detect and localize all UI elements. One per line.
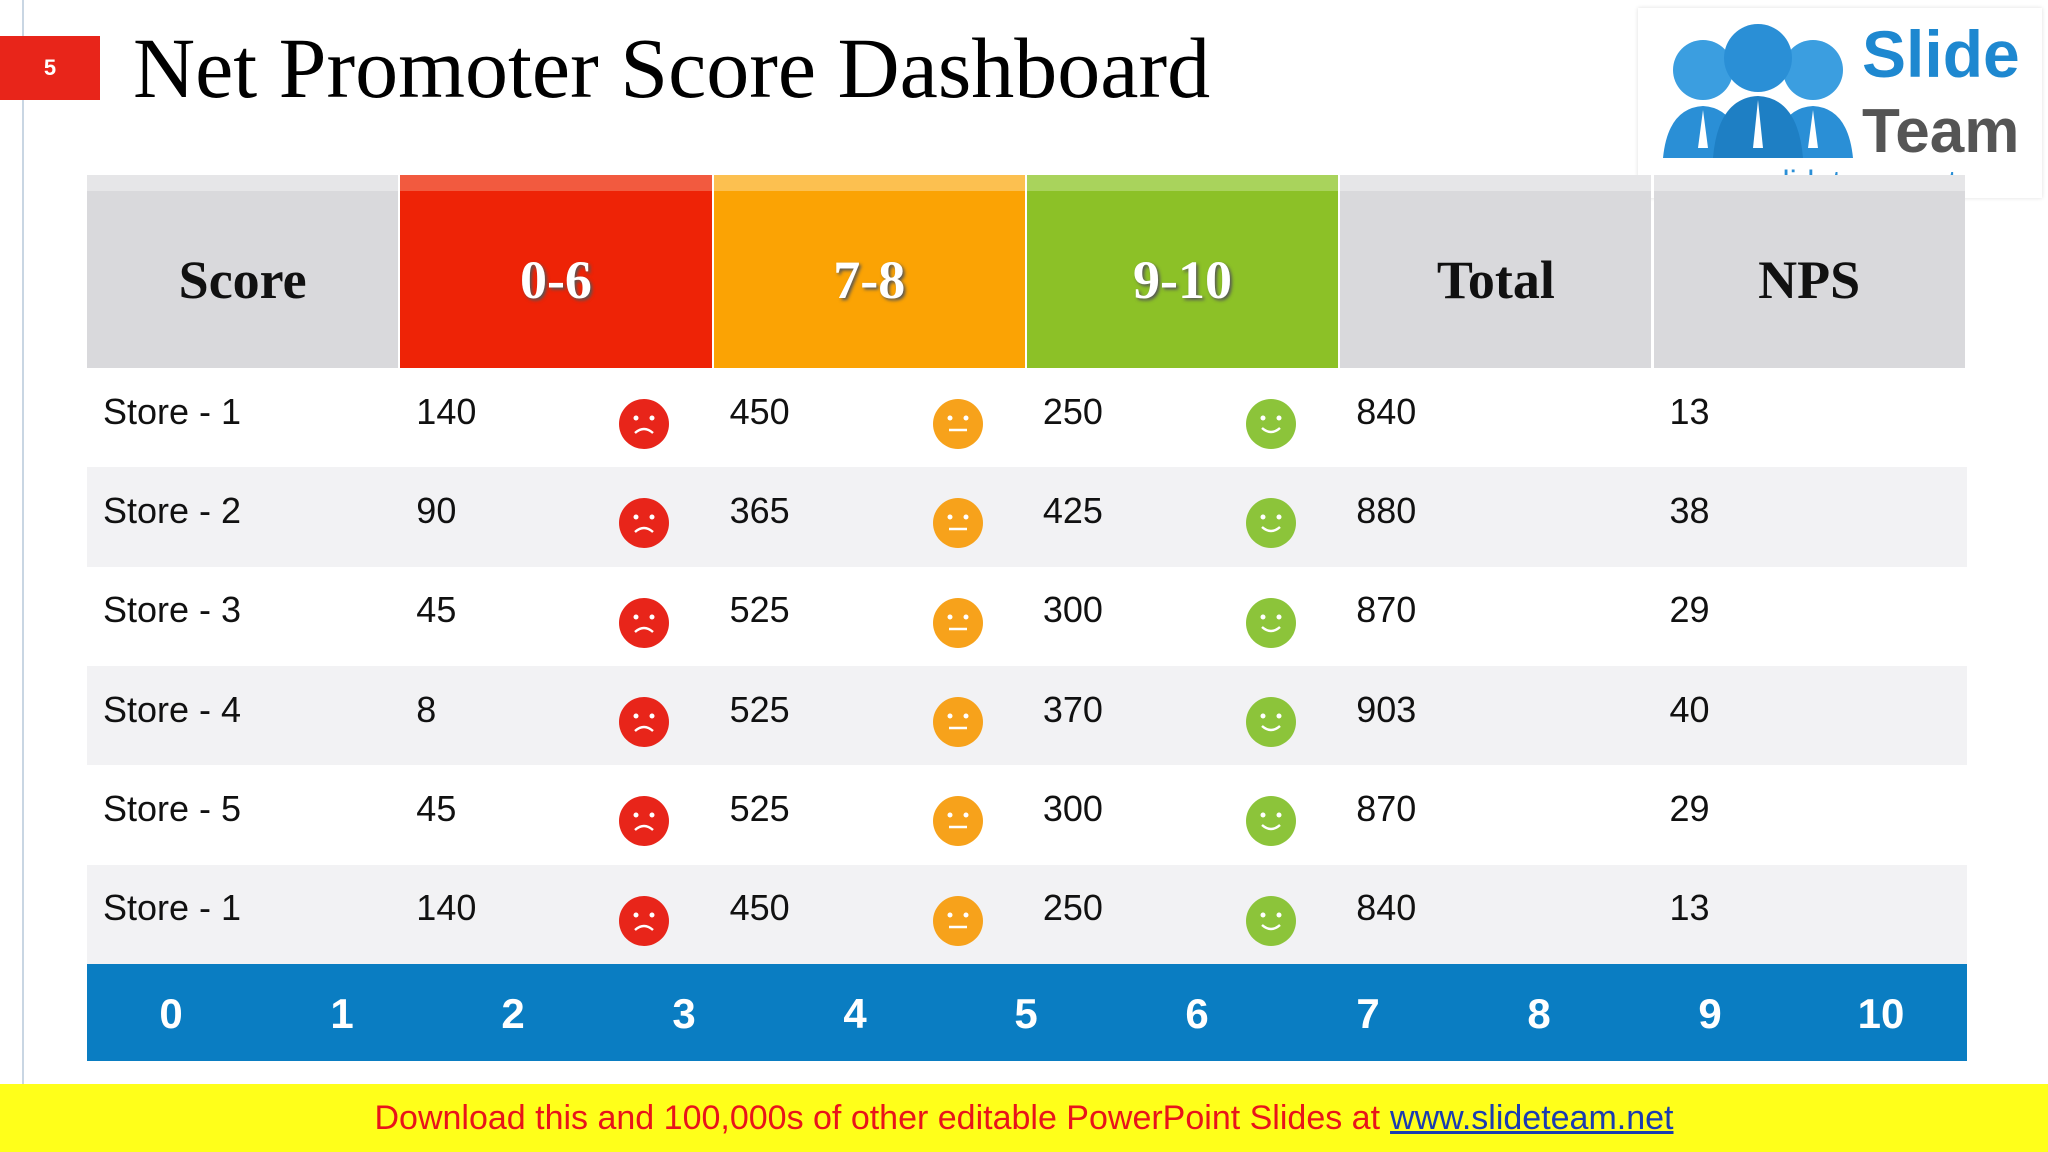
face-icon	[1245, 796, 1296, 847]
table-cell: 870	[1356, 589, 1417, 631]
logo-icon	[1663, 24, 1853, 158]
scale-bar	[87, 964, 1967, 1061]
face-icon	[619, 498, 670, 549]
face-icon	[619, 399, 670, 449]
title: Net Promoter Score Dashboard	[133, 20, 1211, 116]
face-icon	[1245, 498, 1296, 549]
slide-number: 5	[0, 36, 100, 100]
header-cell: 9-10	[1026, 175, 1339, 368]
scale-label: 5	[1014, 990, 1038, 1037]
row-shade	[87, 467, 1967, 567]
scale-label: 0	[159, 990, 183, 1037]
banner: Download this and 100,000s of other edit…	[0, 1084, 2048, 1152]
face-icon	[932, 895, 983, 946]
table-cell: 250	[1042, 887, 1103, 929]
banner-text: Download this and 100,000s of other edit…	[374, 1098, 1381, 1137]
header-cell: Score	[87, 175, 399, 368]
row-shade	[87, 665, 1967, 766]
table-cell: 450	[729, 887, 790, 929]
table-cell: 840	[1356, 887, 1417, 929]
table-cell: 870	[1356, 787, 1417, 829]
logo-text: Team	[1862, 97, 2020, 166]
table-cell: 300	[1042, 589, 1103, 631]
table-cell: 840	[1356, 390, 1417, 432]
scale-label: 7	[1356, 990, 1380, 1037]
table-cell: 250	[1042, 390, 1103, 432]
table-cell: 140	[416, 390, 477, 432]
scale-label: 10	[1857, 990, 1905, 1037]
face-icon	[1245, 399, 1296, 449]
table-cell: Store - 1	[103, 887, 242, 929]
header-cell: 7-8	[713, 175, 1025, 368]
table-cell: 13	[1669, 887, 1710, 929]
face-icon	[1245, 895, 1296, 946]
table-cell: 13	[1669, 390, 1710, 432]
table-cell: 40	[1669, 688, 1710, 730]
table-cell: Store - 2	[103, 489, 242, 531]
scale-label: 8	[1527, 990, 1551, 1037]
table-cell: Store - 3	[103, 589, 242, 631]
header-cell: 0-6	[400, 175, 712, 368]
face-icon	[619, 696, 670, 747]
table-cell: Store - 1	[103, 390, 242, 432]
table-cell: 525	[729, 688, 790, 730]
table-cell: 903	[1356, 688, 1417, 730]
table-cell: 300	[1042, 787, 1103, 829]
table-cell: 45	[416, 787, 457, 829]
row-shade	[87, 864, 1967, 964]
face-icon	[1245, 597, 1296, 648]
face-icon	[1245, 696, 1296, 747]
scale-label: 1	[330, 990, 354, 1037]
scale-label: 3	[672, 990, 696, 1037]
table-cell: Store - 4	[103, 688, 242, 730]
scale-label: 6	[1185, 990, 1209, 1037]
scale-label: 9	[1698, 990, 1722, 1037]
face-icon	[932, 498, 983, 549]
table-cell: 90	[416, 489, 457, 531]
face-icon	[619, 895, 670, 946]
table-cell: 525	[729, 589, 790, 631]
table-cell: 525	[729, 787, 790, 829]
scale-label: 2	[501, 990, 525, 1037]
table-cell: 365	[729, 489, 790, 531]
table-cell: 29	[1669, 589, 1710, 631]
logo-text: Slide	[1862, 17, 2020, 91]
table-cell: 8	[416, 688, 437, 730]
logo: Slide Team www.slideteam.net	[1638, 8, 2042, 200]
scale-label: 4	[843, 990, 867, 1037]
table-cell: 425	[1042, 489, 1103, 531]
face-icon	[932, 696, 983, 747]
face-icon	[619, 597, 670, 648]
face-icon	[932, 597, 983, 648]
table-cell: 450	[729, 390, 790, 432]
table-cell: Store - 5	[103, 787, 242, 829]
divider	[22, 0, 24, 1084]
header-cell: Total	[1340, 175, 1652, 368]
banner-link[interactable]: www.slideteam.net	[1390, 1098, 1674, 1137]
table-cell: 29	[1669, 787, 1710, 829]
face-icon	[932, 796, 983, 847]
face-icon	[619, 796, 670, 847]
table-cell: 140	[416, 887, 477, 929]
table-cell: 45	[416, 589, 457, 631]
table-cell: 880	[1356, 489, 1417, 531]
table-cell: 38	[1669, 489, 1710, 531]
face-icon	[932, 399, 983, 449]
header-cell: NPS	[1653, 175, 1965, 368]
table-cell: 370	[1042, 688, 1103, 730]
